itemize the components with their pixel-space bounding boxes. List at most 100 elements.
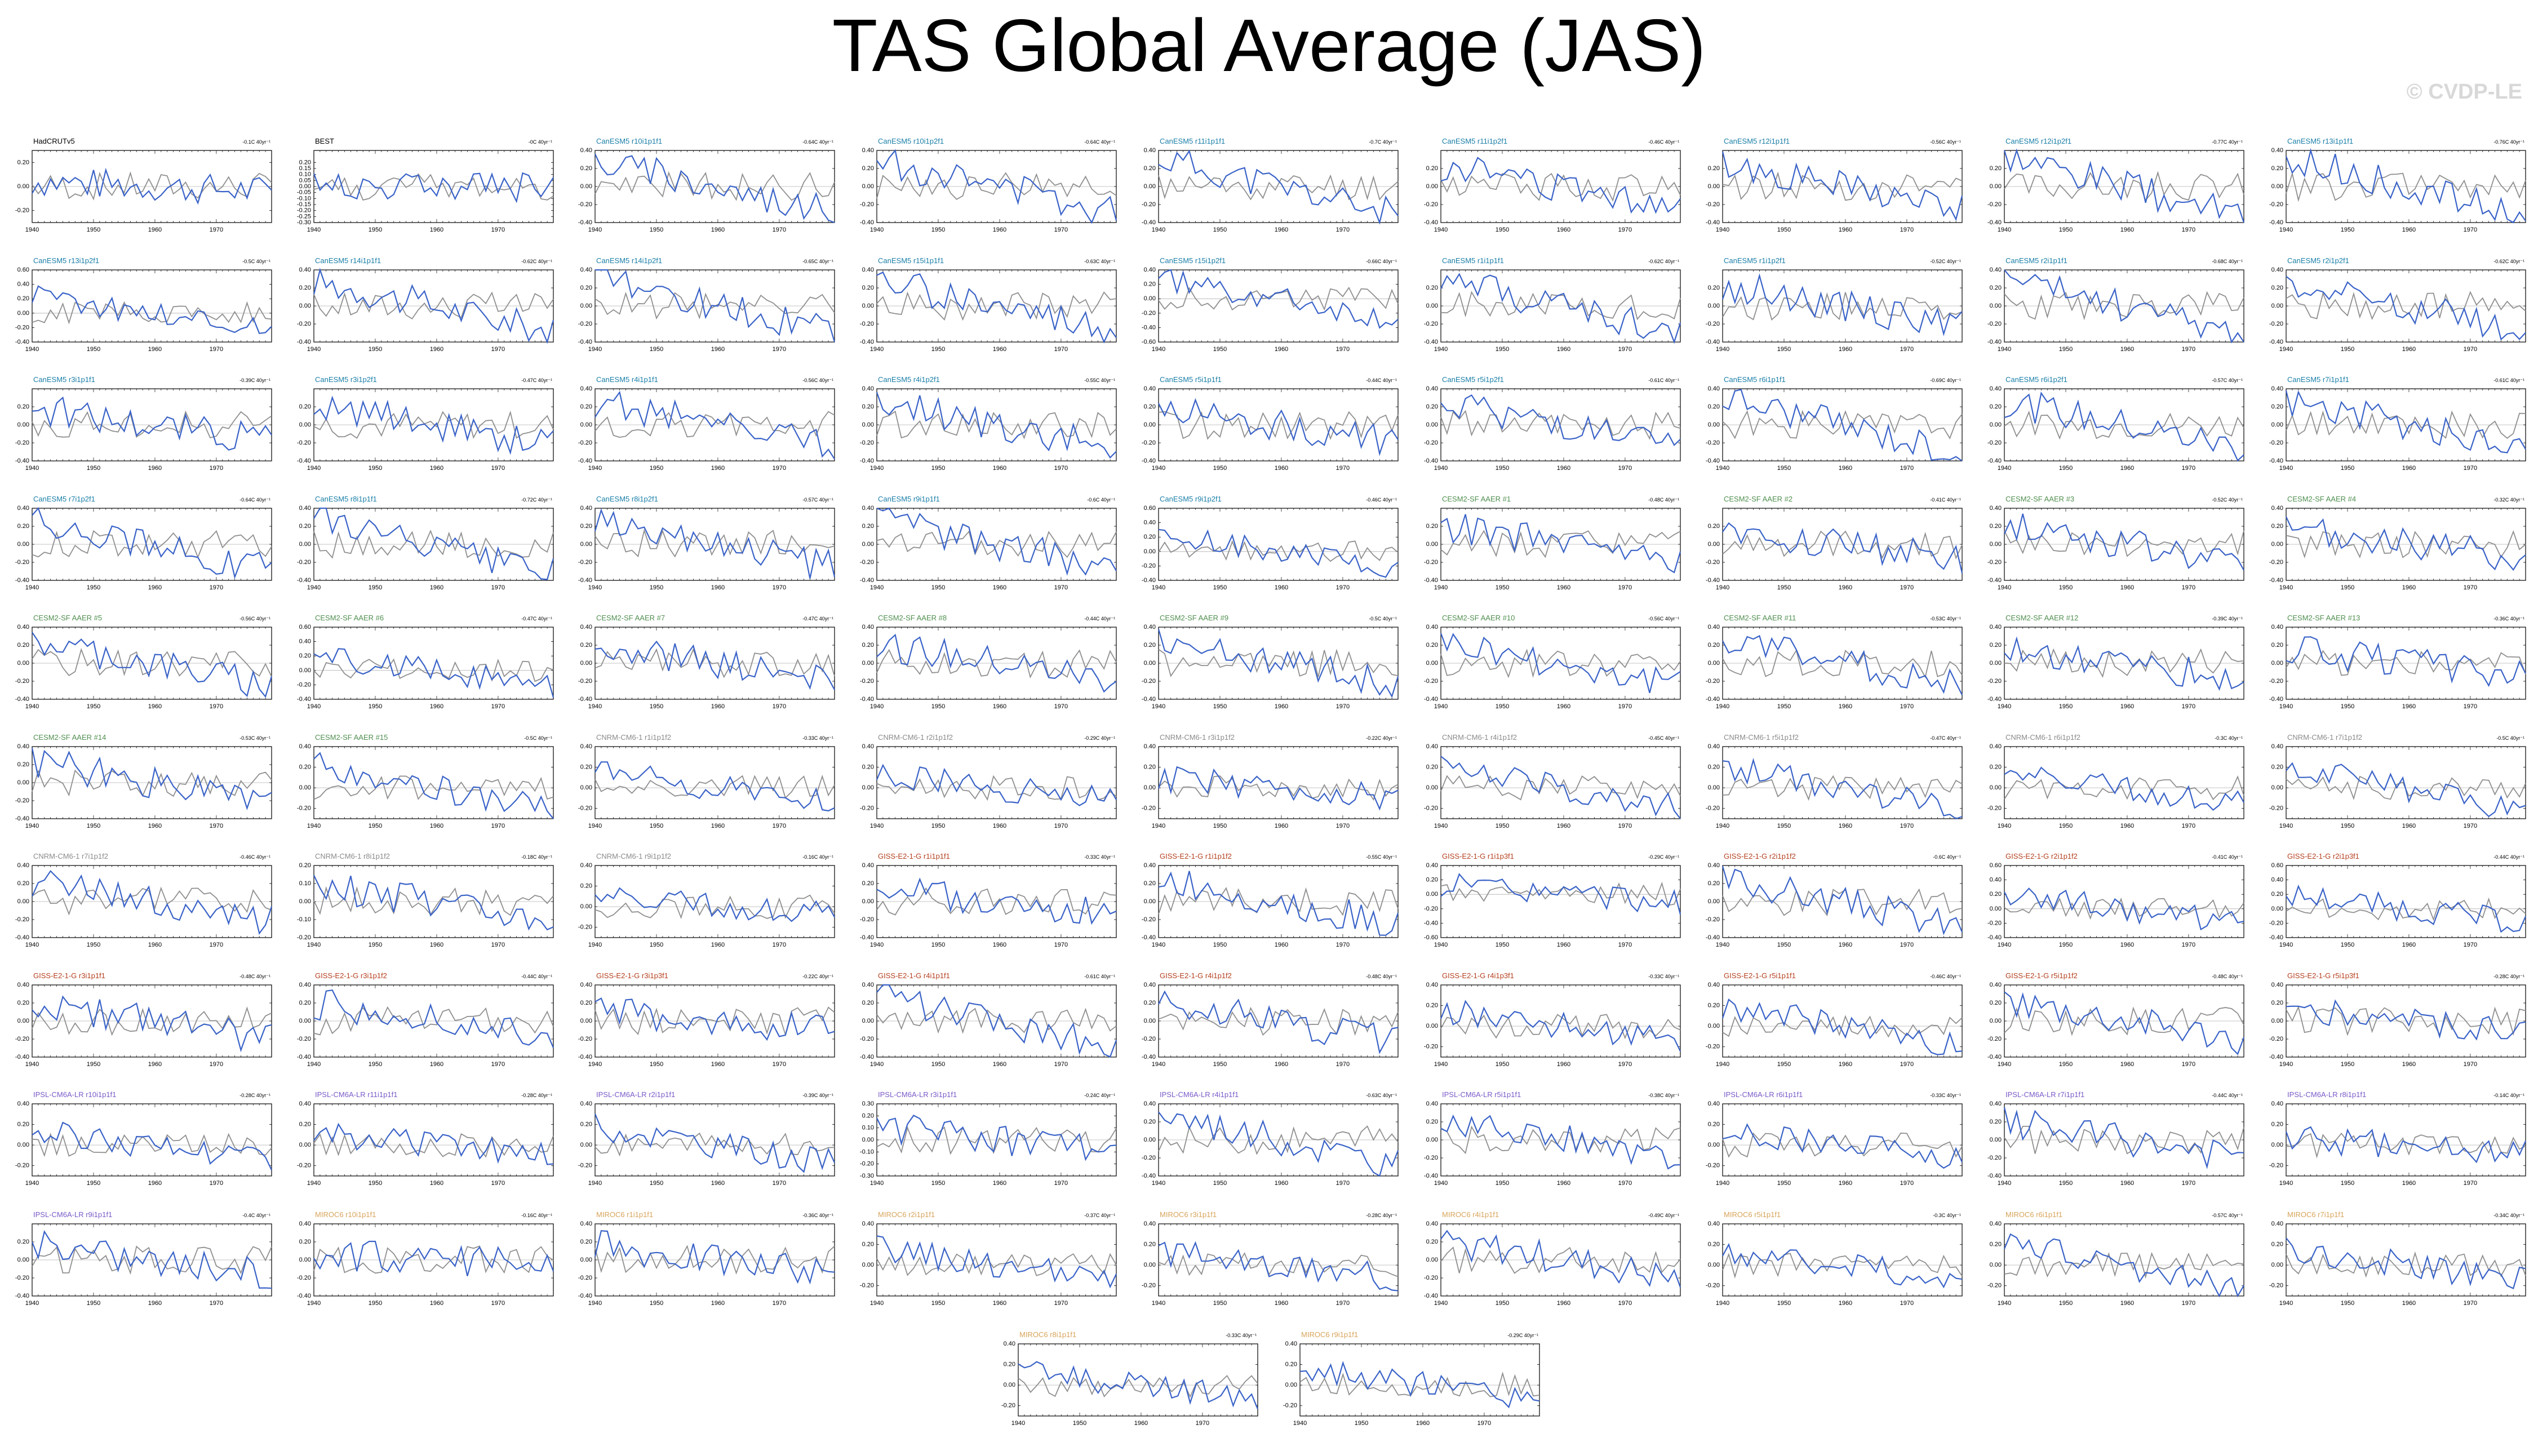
y-tick-label: -0.20 xyxy=(2269,559,2283,566)
obs-series-line xyxy=(594,648,835,678)
y-tick-label: -0.40 xyxy=(860,577,874,584)
y-tick-label: -0.20 xyxy=(297,681,311,688)
y-tick-label: 0.40 xyxy=(17,505,29,512)
x-tick-label: 1960 xyxy=(148,703,162,710)
obs-series-line xyxy=(1440,530,1681,558)
model-series-line xyxy=(594,508,836,579)
y-tick-label: 0.00 xyxy=(1990,183,2002,190)
x-tick-label: 1940 xyxy=(1152,703,1165,710)
panel-trend: -0.57C 40yr⁻¹ xyxy=(802,497,833,503)
x-tick-label: 1960 xyxy=(1275,227,1288,233)
model-series-line xyxy=(32,167,272,205)
y-tick-label: 0.20 xyxy=(1426,642,1438,649)
panel-title: CanESM5 r1i1p1f1 xyxy=(1442,256,1504,265)
panel-trend: -0.6C 40yr⁻¹ xyxy=(1087,497,1115,503)
plot-frame xyxy=(32,269,272,343)
panel-trend: -0.69C 40yr⁻¹ xyxy=(1930,378,1961,383)
panel: CanESM5 r6i1p2f1 -0.57C 40yr⁻¹ 0.40 0.20 0.0… xyxy=(1987,375,2244,472)
y-tick-label: 0.40 xyxy=(17,281,29,288)
x-tick-label: 1950 xyxy=(2059,703,2073,710)
x-tick-label: 1940 xyxy=(588,346,602,353)
panel-trend: -0.66C 40yr⁻¹ xyxy=(1366,259,1397,264)
obs-series-line xyxy=(2004,530,2244,557)
x-tick-label: 1970 xyxy=(210,703,223,710)
panel: CESM2-SF AAER #12 -0.39C 40yr⁻¹ 0.40 0.20 0.… xyxy=(1987,614,2244,710)
model-series-line xyxy=(594,640,835,690)
y-tick-label: -0.20 xyxy=(578,559,592,566)
x-tick-label: 1950 xyxy=(87,703,100,710)
obs-series-line xyxy=(32,171,272,201)
y-tick-label: -0.40 xyxy=(1142,219,1156,226)
model-series-line xyxy=(1440,514,1681,574)
y-tick-label: 0.20 xyxy=(2271,403,2283,410)
x-tick-label: 1970 xyxy=(1054,584,1068,591)
y-tick-label: -0.40 xyxy=(15,696,29,703)
model-series-line xyxy=(1440,157,1681,214)
y-tick-label: 0.40 xyxy=(580,743,592,750)
panel: CESM2-SF AAER #14 -0.53C 40yr⁻¹ 0.40 0.20 0.… xyxy=(15,733,272,829)
y-tick-label: -0.20 xyxy=(1987,321,2002,327)
panel-title: CanESM5 r15i1p2f1 xyxy=(1160,256,1226,265)
x-tick-label: 1950 xyxy=(369,823,382,829)
y-tick-label: 0.00 xyxy=(1708,541,1720,548)
panel-title: CESM2-SF AAER #12 xyxy=(2005,614,2078,622)
x-tick-label: 1970 xyxy=(491,823,505,829)
y-tick-label: 0.20 xyxy=(299,403,311,410)
x-tick-label: 1960 xyxy=(1557,703,1570,710)
y-tick-label: 0.20 xyxy=(2271,285,2283,291)
x-tick-label: 1960 xyxy=(1839,465,1852,472)
panel: CanESM5 r10i1p1f1 -0.64C 40yr⁻¹ 0.40 0.20 0.… xyxy=(578,137,835,233)
panel-title: CESM2-SF AAER #4 xyxy=(2287,495,2356,503)
y-tick-label: -0.20 xyxy=(1706,201,1720,208)
x-tick-label: 1950 xyxy=(1213,703,1227,710)
y-tick-label: 0.20 xyxy=(1144,534,1156,540)
y-tick-label: 0.00 xyxy=(299,303,311,309)
y-tick-label: -0.20 xyxy=(297,559,311,566)
y-tick-label: 0.20 xyxy=(862,403,874,410)
y-tick-label: 0.00 xyxy=(1144,183,1156,190)
y-tick-label: 0.20 xyxy=(1708,523,1720,530)
x-tick-label: 1940 xyxy=(307,346,321,353)
model-series-line xyxy=(313,507,554,580)
panel-title: CanESM5 r5i1p2f1 xyxy=(1442,375,1504,384)
y-tick-label: -0.40 xyxy=(1706,339,1720,345)
y-tick-label: 0.00 xyxy=(1144,421,1156,428)
model-series-line xyxy=(1721,273,1963,336)
obs-series-line xyxy=(1722,649,1963,679)
model-series-line xyxy=(876,507,1117,576)
y-tick-label: 0.40 xyxy=(2271,147,2283,154)
y-tick-label: 0.20 xyxy=(2271,165,2283,172)
y-tick-label: 0.00 xyxy=(1426,303,1438,309)
panel: CESM2-SF AAER #2 -0.41C 40yr⁻¹ 0.20 0.00 -0.… xyxy=(1706,495,1963,591)
panel-title: CanESM5 r4i1p1f1 xyxy=(596,375,658,384)
y-tick-label: 0.40 xyxy=(1990,385,2002,392)
y-tick-label: -0.40 xyxy=(860,219,874,226)
x-tick-label: 1940 xyxy=(1716,584,1729,591)
panel: CESM2-SF AAER #7 -0.47C 40yr⁻¹ 0.40 0.20 0.0… xyxy=(578,614,835,710)
panel-trend: -0.33C 40yr⁻¹ xyxy=(802,735,833,741)
panel: CanESM5 r7i1p1f1 -0.61C 40yr⁻¹ 0.40 0.20 0.0… xyxy=(2269,375,2526,472)
x-tick-label: 1970 xyxy=(491,227,505,233)
x-tick-label: 1960 xyxy=(993,703,1006,710)
y-tick-label: 0.40 xyxy=(862,385,874,392)
x-tick-label: 1940 xyxy=(2279,227,2293,233)
model-series-line xyxy=(313,648,554,698)
panel-trend: -0.64C 40yr⁻¹ xyxy=(1084,139,1115,145)
y-tick-label: 0.20 xyxy=(299,652,311,659)
x-tick-label: 1960 xyxy=(1839,227,1852,233)
y-tick-label: 0.00 xyxy=(1426,660,1438,667)
panel-trend: -0.62C 40yr⁻¹ xyxy=(521,259,552,264)
panel-trend: -0.76C 40yr⁻¹ xyxy=(2493,139,2524,145)
y-tick-label: 0.00 xyxy=(2271,541,2283,548)
y-tick-label: -0.40 xyxy=(1706,219,1720,226)
y-tick-label: 0.00 xyxy=(2271,421,2283,428)
y-tick-label: -0.40 xyxy=(578,577,592,584)
panel-trend: -0.47C 40yr⁻¹ xyxy=(521,378,552,383)
x-tick-label: 1950 xyxy=(369,346,382,353)
panel-trend: -0.64C 40yr⁻¹ xyxy=(802,139,833,145)
y-tick-label: -0.40 xyxy=(1142,577,1156,584)
y-tick-label: -0.20 xyxy=(15,678,29,685)
x-tick-label: 1950 xyxy=(369,584,382,591)
panel: CanESM5 r13i1p2f1 -0.5C 40yr⁻¹ 0.60 0.40 0.2… xyxy=(15,256,272,353)
obs-series-line xyxy=(594,171,835,201)
